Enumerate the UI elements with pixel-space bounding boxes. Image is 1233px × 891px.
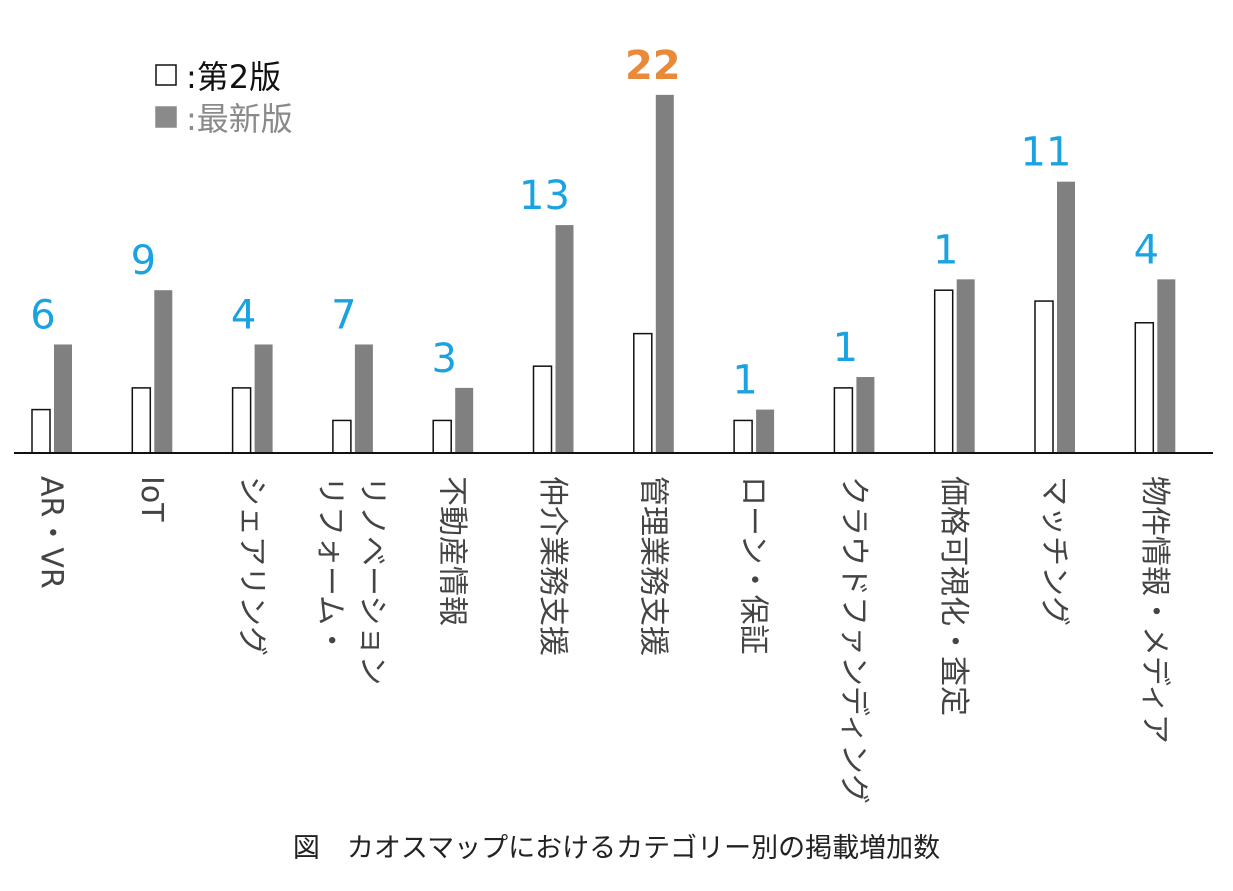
bar-old (332, 419, 352, 454)
increase-label: 1 (732, 358, 757, 404)
increase-label: 1 (833, 325, 858, 371)
bars (31, 94, 1176, 454)
category-label: リノベーション (354, 476, 389, 685)
category-label: IoT (134, 476, 169, 522)
category-label: リフォーム・ (312, 476, 347, 655)
legend-marker-new (155, 106, 177, 128)
figure-caption: 図 カオスマップにおけるカテゴリー別の掲載増加数 (292, 833, 941, 864)
bar-old (833, 387, 854, 454)
increase-label: 6 (30, 292, 55, 338)
bar-new (956, 279, 975, 453)
category-label: 仲介業務支援 (535, 476, 570, 656)
bar-new (254, 344, 273, 453)
increase-label: 1 (933, 227, 958, 273)
category-label: AR・VR (34, 476, 69, 589)
category-label: 価格可視化・査定 (936, 476, 971, 716)
increase-label: 4 (231, 292, 256, 338)
increase-label: 7 (331, 292, 356, 338)
legend-label-old: :第2版 (186, 58, 281, 96)
bar-new (354, 344, 373, 453)
bar-old (432, 419, 452, 454)
increase-label: 22 (625, 43, 681, 89)
category-label: マッチング (1037, 476, 1072, 626)
legend-marker-old (155, 64, 177, 86)
bar-old (532, 365, 553, 454)
category-label: シェアリング (234, 476, 269, 656)
category-label: クラウドファンディング (836, 476, 871, 804)
category-label: 不動産情報 (435, 476, 470, 626)
bar-new (756, 409, 775, 453)
bar-new (555, 225, 574, 453)
bar-new (455, 387, 474, 453)
category-label: 物件情報・メディア (1137, 476, 1172, 744)
bar-old (131, 387, 152, 454)
bar-old (31, 408, 51, 454)
increase-label: 13 (519, 173, 570, 219)
bar-old (733, 419, 753, 454)
bar-old (1134, 322, 1155, 454)
legend: :第2版 :最新版 (155, 58, 293, 138)
bar-new (54, 344, 72, 453)
bar-old (633, 332, 653, 454)
category-label: ローン・保証 (736, 476, 771, 655)
bar-old (231, 387, 252, 454)
bar-new (1157, 279, 1176, 453)
increase-label: 11 (1021, 130, 1072, 176)
bar-old (933, 289, 954, 454)
bar-old (1034, 300, 1054, 454)
bar-new (655, 94, 674, 454)
increase-label: 9 (131, 238, 156, 284)
legend-label-new: :最新版 (186, 100, 293, 138)
increase-label: 4 (1134, 227, 1159, 273)
bar-new (1057, 181, 1075, 454)
category-label: 管理業務支援 (635, 476, 670, 656)
bar-new (856, 377, 875, 453)
increase-label: 3 (431, 336, 456, 382)
bar-new (154, 290, 173, 453)
chart: :第2版:最新版 694 731322111114 AR・VR IoT シェアリングリ… (14, 43, 1213, 804)
